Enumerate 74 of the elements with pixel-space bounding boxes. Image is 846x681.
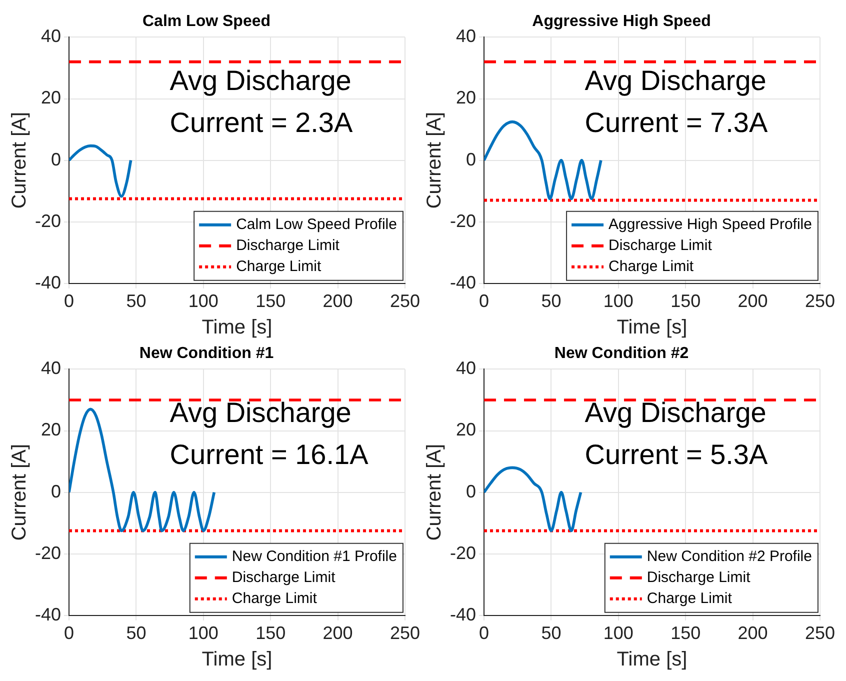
x-tick-label: 250 — [390, 623, 420, 644]
line-series — [484, 466, 582, 532]
y-tick-label: -20 — [450, 542, 476, 563]
x-tick-label: 50 — [126, 291, 146, 312]
legend-label: Discharge Limit — [236, 237, 340, 254]
x-axis-title: Time [s] — [202, 648, 272, 671]
x-tick-label: 200 — [738, 291, 768, 312]
y-tick-label: -40 — [450, 272, 476, 292]
y-tick-label: 20 — [456, 420, 476, 440]
legend-label: Discharge Limit — [646, 569, 752, 586]
x-tick-label: 150 — [670, 291, 701, 312]
x-tick-label: 0 — [64, 623, 74, 644]
legend-label: New Condition #2 Profile — [646, 548, 812, 566]
x-tick-label: 100 — [188, 623, 218, 644]
x-tick-label: 100 — [603, 623, 634, 644]
chart-title: Aggressive High Speed — [532, 13, 711, 30]
x-tick-label: 150 — [256, 291, 286, 312]
y-axis-title: Current [A] — [8, 112, 31, 209]
legend-label: New Condition #1 Profile — [232, 548, 397, 566]
legend-label: Discharge Limit — [232, 569, 336, 586]
x-tick-label: 50 — [541, 623, 562, 644]
annotation: Avg Discharge Current = 5.3A — [584, 396, 768, 470]
y-tick-label: -20 — [450, 210, 476, 231]
annotation: Avg Discharge Current = 7.3A — [584, 64, 768, 138]
y-tick-label: 20 — [40, 88, 62, 108]
y-tick-label: 40 — [456, 358, 476, 378]
y-tick-label: 0 — [466, 481, 476, 502]
x-tick-label: 0 — [479, 623, 490, 644]
x-tick-label: 0 — [64, 291, 74, 312]
y-axis-title: Current [A] — [8, 444, 31, 541]
x-tick-label: 200 — [322, 291, 353, 312]
x-tick-label: 50 — [541, 291, 562, 312]
y-tick-label: -20 — [35, 210, 62, 231]
line-series — [69, 144, 132, 198]
y-tick-label: -40 — [450, 604, 476, 624]
legend-label: Aggressive High Speed Profile — [608, 216, 812, 234]
x-tick-label: 100 — [188, 291, 218, 312]
x-axis-title: Time [s] — [202, 316, 272, 339]
y-axis-title: Current [A] — [424, 444, 446, 541]
legend-label: Discharge Limit — [608, 237, 713, 254]
x-tick-label: 100 — [603, 291, 634, 312]
x-axis-title: Time [s] — [616, 648, 688, 671]
annotation: Avg Discharge Current = 16.1A — [170, 396, 369, 470]
chart-title: New Condition #2 — [554, 345, 689, 362]
y-tick-label: 40 — [40, 26, 62, 46]
legend-label: Charge Limit — [608, 258, 694, 276]
x-tick-label: 250 — [804, 291, 836, 312]
chart-title: Calm Low Speed — [142, 13, 271, 30]
x-tick-label: 50 — [126, 623, 146, 644]
x-tick-label: 200 — [322, 623, 353, 644]
legend-label: Calm Low Speed Profile — [236, 216, 397, 234]
y-tick-label: -40 — [35, 604, 62, 624]
x-tick-label: 0 — [479, 291, 490, 312]
x-tick-label: 200 — [738, 623, 768, 644]
legend-label: Charge Limit — [236, 258, 322, 276]
y-axis-title: Current [A] — [424, 112, 446, 209]
y-tick-label: 0 — [51, 149, 62, 170]
x-tick-label: 250 — [804, 623, 836, 644]
y-tick-label: 40 — [40, 358, 62, 378]
x-tick-label: 150 — [670, 623, 701, 644]
y-tick-label: 20 — [40, 420, 62, 440]
y-tick-label: 0 — [466, 149, 476, 170]
x-tick-label: 250 — [390, 291, 420, 312]
legend-label: Charge Limit — [646, 590, 733, 608]
x-axis-title: Time [s] — [616, 316, 688, 339]
y-tick-label: 40 — [456, 26, 476, 46]
y-tick-label: -20 — [35, 542, 62, 563]
legend-label: Charge Limit — [232, 590, 318, 608]
y-tick-label: -40 — [35, 272, 62, 292]
chart-title: New Condition #1 — [139, 345, 274, 362]
y-tick-label: 20 — [456, 88, 476, 108]
y-tick-label: 0 — [51, 481, 62, 502]
x-tick-label: 150 — [256, 623, 286, 644]
annotation: Avg Discharge Current = 2.3A — [170, 64, 354, 138]
